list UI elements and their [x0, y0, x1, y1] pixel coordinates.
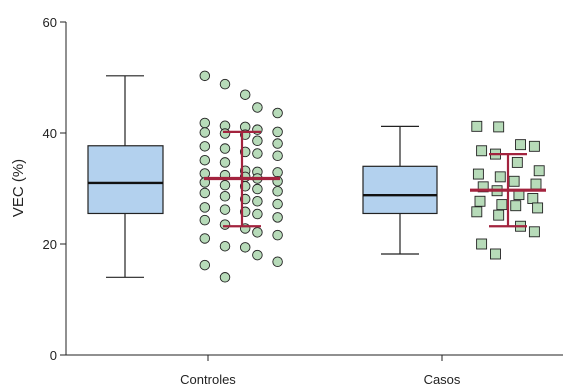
data-point [239, 89, 251, 100]
data-point [508, 175, 520, 187]
data-point [199, 259, 211, 271]
data-point [511, 156, 523, 168]
x-ticks: Controles Casos [180, 355, 461, 387]
data-point [530, 178, 542, 190]
data-point [219, 179, 231, 191]
data-point [471, 120, 483, 132]
data-point [199, 168, 211, 179]
group-casos [362, 120, 546, 260]
data-point [532, 202, 544, 214]
data-point [199, 70, 211, 82]
data-point [239, 242, 251, 253]
data-point [219, 143, 231, 154]
y-tick-label: 20 [43, 237, 57, 252]
data-point [528, 140, 540, 152]
data-point [252, 227, 263, 238]
data-point [272, 107, 283, 119]
data-point [272, 256, 283, 268]
data-point [252, 208, 263, 220]
data-point [252, 135, 263, 147]
y-tick-label: 0 [50, 348, 57, 363]
data-point [219, 219, 231, 230]
data-point [471, 206, 483, 218]
data-point [199, 141, 211, 152]
data-point [272, 186, 283, 197]
data-point [474, 195, 486, 207]
data-point [219, 128, 231, 139]
data-point [527, 193, 539, 204]
data-point [252, 196, 263, 207]
data-point [272, 212, 283, 223]
data-point [219, 240, 231, 252]
data-point [272, 167, 283, 178]
data-point [219, 204, 231, 215]
data-point [219, 78, 231, 90]
plot-area [87, 70, 546, 283]
data-point [199, 214, 211, 226]
data-point [515, 139, 526, 151]
data-point [272, 150, 283, 162]
data-point [272, 229, 283, 241]
y-ticks: 0 20 40 60 [43, 15, 66, 363]
data-point [252, 148, 263, 159]
iqr-box [362, 165, 438, 215]
data-point [493, 209, 505, 221]
data-point [272, 138, 283, 149]
data-point [528, 226, 540, 238]
group-controles [87, 70, 283, 283]
data-point [476, 145, 488, 157]
points-controles [199, 70, 283, 283]
data-point [272, 198, 283, 210]
y-tick-label: 40 [43, 126, 57, 141]
data-point [252, 124, 263, 135]
y-tick-label: 60 [43, 15, 57, 30]
data-point [496, 199, 508, 211]
data-point [477, 181, 489, 193]
data-point [533, 165, 545, 177]
data-point [199, 187, 211, 199]
data-point [219, 272, 231, 283]
data-point [493, 121, 505, 133]
data-point [472, 168, 484, 180]
data-point [199, 202, 211, 213]
iqr-box [87, 145, 164, 215]
data-point [199, 127, 211, 138]
data-point [219, 157, 231, 168]
data-point [219, 191, 231, 202]
data-point [199, 233, 211, 244]
data-point [252, 102, 263, 113]
data-point [252, 183, 263, 195]
data-point [510, 200, 522, 212]
data-point [490, 248, 501, 260]
x-tick-label: Controles [180, 372, 236, 387]
data-point [494, 171, 506, 183]
data-point [252, 249, 263, 261]
data-point [199, 154, 211, 166]
data-point [272, 126, 283, 138]
y-axis-title: VEC (%) [10, 159, 27, 217]
data-point [476, 238, 488, 250]
data-point [199, 117, 211, 129]
axes [65, 22, 563, 356]
x-tick-label: Casos [424, 372, 461, 387]
